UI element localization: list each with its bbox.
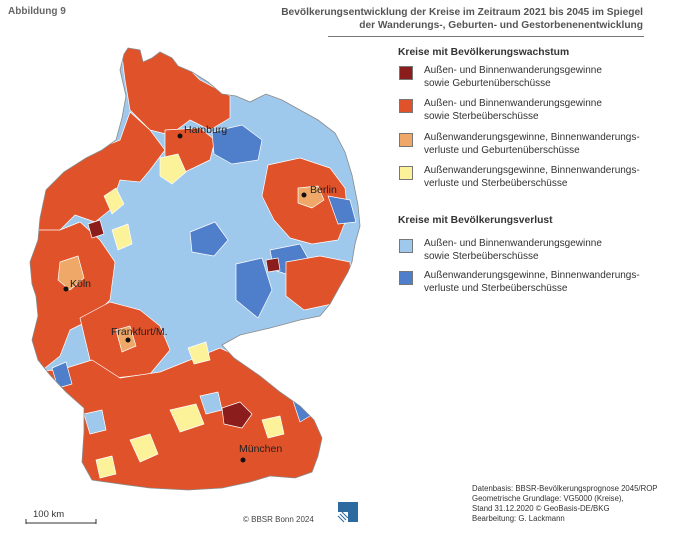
bbsr-logo bbox=[337, 502, 358, 523]
region-yellow-6 bbox=[95, 455, 117, 479]
region-south-lightblue-1 bbox=[199, 391, 223, 415]
region-bielefeld-darkred bbox=[87, 219, 105, 239]
legend-swatch bbox=[399, 239, 413, 253]
legend-swatch bbox=[399, 99, 413, 113]
legend-swatch bbox=[399, 133, 413, 147]
region-ingolstadt-darkred bbox=[221, 401, 253, 429]
region-brandenburg-east-blue bbox=[327, 195, 357, 225]
legend-item-growth-1: Außen- und Binnenwanderungsgewinne sowie… bbox=[399, 64, 669, 94]
city-label-berlin: Berlin bbox=[310, 184, 337, 196]
legend-swatch bbox=[399, 271, 413, 285]
legend-item-growth-3: Außenwanderungsgewinne, Binnenwanderungs… bbox=[399, 131, 669, 161]
legend-label: Außenwanderungsgewinne, Binnenwanderungs… bbox=[424, 132, 640, 156]
scale-bar bbox=[25, 519, 97, 524]
region-yellow-1 bbox=[159, 153, 187, 185]
scale-bar-label: 100 km bbox=[33, 509, 65, 520]
region-yellow-5 bbox=[169, 403, 205, 433]
city-dot-muenchen bbox=[240, 457, 246, 463]
map-title: Bevölkerungsentwicklung der Kreise im Ze… bbox=[263, 6, 643, 32]
city-dot-koeln bbox=[63, 286, 69, 292]
legend-item-growth-2: Außen- und Binnenwanderungsgewinne sowie… bbox=[399, 97, 669, 127]
legend-label: Außen- und Binnenwanderungsgewinne sowie… bbox=[424, 65, 602, 89]
title-divider bbox=[328, 36, 644, 37]
city-dot-hamburg bbox=[177, 133, 183, 139]
legend-label: Außenwanderungsgewinne, Binnenwanderungs… bbox=[424, 270, 640, 294]
city-dot-berlin bbox=[301, 192, 307, 198]
city-dot-frankfurt bbox=[125, 337, 131, 343]
figure-label: Abbildung 9 bbox=[8, 6, 66, 17]
region-south-lightblue-2 bbox=[83, 409, 107, 435]
city-label-hamburg: Hamburg bbox=[184, 124, 227, 136]
region-halle-leipzig-darkred bbox=[265, 257, 281, 273]
germany-choropleth-map: Hamburg Berlin Köln Frankfurt/M. München bbox=[25, 47, 361, 524]
region-berlin-orange bbox=[297, 185, 325, 209]
city-label-muenchen: München bbox=[239, 443, 282, 455]
copyright-notice: © BBSR Bonn 2024 bbox=[243, 515, 314, 524]
region-yellow-3 bbox=[111, 223, 133, 251]
region-schleswig-holstein-red bbox=[119, 48, 231, 136]
legend-item-decline-1: Außen- und Binnenwanderungsgewinne sowie… bbox=[399, 237, 669, 267]
legend-label: Außen- und Binnenwanderungsgewinne sowie… bbox=[424, 98, 602, 122]
region-yellow-2 bbox=[103, 187, 125, 215]
region-yellow-7 bbox=[261, 415, 285, 439]
title-line-1: Bevölkerungsentwicklung der Kreise im Ze… bbox=[281, 7, 643, 18]
city-label-koeln: Köln bbox=[70, 278, 91, 290]
legend-label: Außen- und Binnenwanderungsgewinne sowie… bbox=[424, 238, 602, 262]
region-koeln-orange bbox=[57, 255, 85, 291]
region-yellow-8 bbox=[187, 341, 211, 365]
legend-swatch bbox=[399, 66, 413, 80]
legend-swatch bbox=[399, 166, 413, 180]
region-mecklenburg-blue bbox=[211, 124, 263, 165]
data-credits: Datenbasis: BBSR-Bevölkerungsprognose 20… bbox=[472, 484, 658, 523]
legend-label: Außenwanderungsgewinne, Binnenwanderungs… bbox=[424, 165, 640, 189]
legend-item-decline-2: Außenwanderungsgewinne, Binnenwanderungs… bbox=[399, 269, 669, 299]
region-central-blue-2 bbox=[235, 257, 273, 319]
legend-decline-heading: Kreise mit Bevölkerungsverlust bbox=[398, 215, 553, 226]
city-label-frankfurt: Frankfurt/M. bbox=[111, 326, 168, 338]
legend-item-growth-4: Außenwanderungsgewinne, Binnenwanderungs… bbox=[399, 164, 669, 194]
region-yellow-4 bbox=[129, 433, 159, 463]
title-line-2: der Wanderungs-, Geburten- und Gestorben… bbox=[359, 20, 643, 31]
legend-growth-heading: Kreise mit Bevölkerungswachstum bbox=[398, 47, 570, 58]
region-central-blue-1 bbox=[189, 221, 229, 257]
